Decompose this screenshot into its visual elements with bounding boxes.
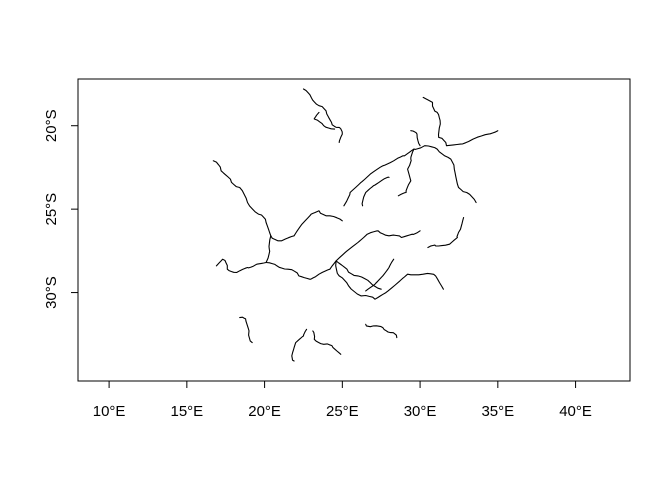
x-tick-label: 25°E [326,403,359,420]
river-line [312,330,342,355]
x-tick-label: 35°E [481,403,514,420]
river-line [302,88,343,143]
y-tick-label: 20°S [43,109,60,142]
x-tick-label: 15°E [170,403,203,420]
river-line [212,160,343,242]
x-tick-label: 40°E [559,403,592,420]
x-tick-label: 10°E [93,403,126,420]
river-line [313,111,336,130]
river-line [397,148,415,197]
river-line [239,316,253,344]
river-line [422,96,499,147]
y-axis: 20°S 25°S 30°S [43,109,78,309]
river-line [265,230,421,280]
river-line [365,258,395,292]
river-line [335,260,444,300]
x-tick-label: 30°E [404,403,437,420]
rivers-layer [212,88,499,362]
river-line [361,176,390,207]
y-tick-label: 30°S [43,276,60,309]
river-line [291,328,308,362]
river-line [410,130,421,147]
river-line [427,216,465,249]
x-tick-label: 20°E [248,403,281,420]
river-line [215,235,272,274]
x-axis: 10°E 15°E 20°E 25°E 30°E 35°E 40°E [93,381,592,420]
river-line [365,323,398,339]
y-tick-label: 25°S [43,193,60,226]
map-frame [77,78,631,382]
